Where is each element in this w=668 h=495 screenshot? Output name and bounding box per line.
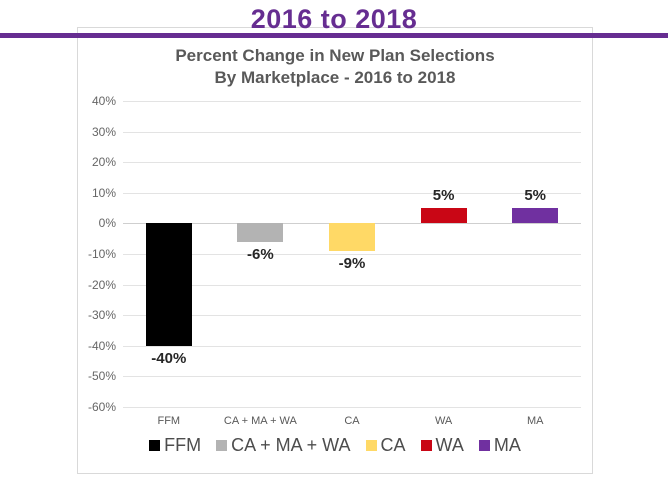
bar-MA: [512, 208, 559, 224]
chart-container: Percent Change in New Plan Selections By…: [77, 27, 593, 474]
chart-title: Percent Change in New Plan Selections By…: [78, 45, 592, 89]
gridline--20: [123, 284, 581, 286]
y-tick-label: -50%: [87, 369, 116, 384]
y-tick-label: -10%: [87, 247, 116, 261]
legend-swatch-icon: [149, 440, 161, 451]
y-tick-label: 20%: [91, 155, 116, 170]
legend-swatch-icon: [216, 440, 228, 451]
x-tick-label: FFM: [157, 415, 181, 427]
data-label: -40%: [151, 349, 187, 367]
gridline--40: [123, 345, 581, 347]
chart-title-line1: Percent Change in New Plan Selections: [175, 46, 495, 65]
x-tick-label: WA: [434, 415, 453, 427]
gridline--60: [123, 407, 581, 408]
gridline--30: [123, 315, 581, 317]
title-divider-rule: [0, 33, 668, 38]
legend-label: CA + MA + WA: [231, 435, 351, 455]
y-tick-label: -30%: [87, 308, 116, 323]
x-tick-label: MA: [526, 415, 544, 427]
legend-item-FFM: FFM: [149, 435, 201, 456]
chart-title-line2: By Marketplace - 2016 to 2018: [214, 68, 456, 87]
data-label: 5%: [524, 187, 547, 205]
y-tick-label: -40%: [87, 338, 116, 353]
data-label: -6%: [247, 245, 274, 263]
gridline--50: [123, 376, 581, 378]
legend-label: WA: [435, 435, 464, 455]
chart-legend: FFM CA + MA + WA CA WA MA: [78, 435, 592, 456]
gridline-30: [123, 131, 581, 133]
y-tick-label: -20%: [87, 277, 116, 292]
gridline-20: [123, 162, 581, 164]
x-tick-label: CA + MA + WA: [223, 415, 297, 427]
legend-swatch-icon: [365, 440, 377, 451]
bar-FFM: [145, 223, 192, 346]
plot-area: -40% FFM -6% CA + MA + WA -9% CA 5% WA 5% MA: [123, 101, 581, 427]
bar-CA: [329, 223, 375, 251]
legend-item-CA: CA: [365, 435, 406, 456]
legend-swatch-icon: [420, 440, 432, 451]
y-tick-label: 0%: [98, 216, 116, 231]
data-label: 5%: [432, 187, 455, 205]
y-tick-label: 30%: [91, 124, 116, 139]
gridline-10: [123, 192, 581, 194]
gridline--10: [123, 254, 581, 255]
y-tick-label: 40%: [91, 94, 116, 108]
legend-swatch-icon: [478, 440, 490, 451]
gridline-40: [123, 101, 581, 102]
legend-item-CA+MA+WA: CA + MA + WA: [216, 435, 351, 456]
bar-CA+MA+WA: [237, 223, 284, 242]
legend-item-WA: WA: [420, 435, 464, 456]
legend-label: CA: [380, 435, 406, 455]
page-title: 2016 to 2018: [250, 4, 418, 34]
legend-label: FFM: [164, 435, 202, 455]
bar-WA: [420, 208, 467, 224]
data-label: -9%: [338, 254, 366, 272]
x-tick-label: CA: [344, 415, 360, 427]
y-tick-label: -60%: [87, 400, 116, 414]
legend-item-MA: MA: [478, 435, 521, 456]
y-tick-label: 10%: [91, 185, 116, 200]
legend-label: MA: [493, 435, 521, 455]
